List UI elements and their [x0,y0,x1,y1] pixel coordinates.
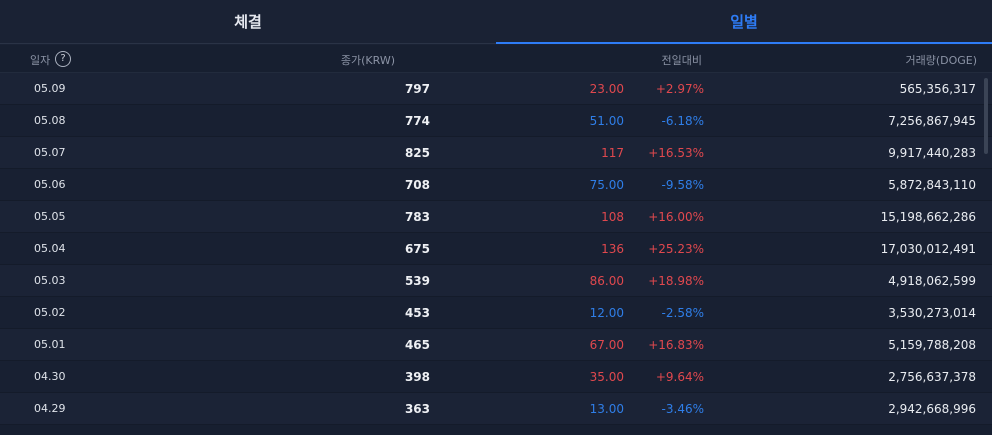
row-volume: 2,756,637,378 [888,370,976,384]
row-change-percent: +16.83% [648,338,704,352]
row-date: 05.07 [34,146,66,159]
table-row: 05.03 539 86.00 +18.98% 4,918,062,599 [0,265,992,297]
header-volume: 거래량(DOGE) [905,54,977,67]
row-date: 05.04 [34,242,66,255]
table-row: 05.08 774 51.00 -6.18% 7,256,867,945 [0,105,992,137]
row-change-percent: +9.64% [655,370,704,384]
row-volume: 9,917,440,283 [888,146,976,160]
table-row: 05.04 675 136 +25.23% 17,030,012,491 [0,233,992,265]
row-change-amount: 86.00 [589,274,624,288]
row-close-price: 398 [404,370,430,384]
row-change-percent: +2.97% [655,82,704,96]
row-volume: 7,256,867,945 [888,114,976,128]
table-row: 05.05 783 108 +16.00% 15,198,662,286 [0,201,992,233]
help-icon[interactable]: ? [55,51,71,67]
row-date: 05.03 [34,274,66,287]
row-date: 04.29 [34,402,66,415]
row-change-amount: 75.00 [589,178,624,192]
table-row: 05.06 708 75.00 -9.58% 5,872,843,110 [0,169,992,201]
row-volume: 17,030,012,491 [880,242,976,256]
row-change-percent: -9.58% [661,178,704,192]
header-date: 일자 [30,54,51,67]
row-change-amount: 117 [601,146,624,160]
scrollbar-thumb[interactable] [984,78,988,154]
row-close-price: 797 [404,82,430,96]
table-row: 04.29 363 13.00 -3.46% 2,942,668,996 [0,393,992,425]
row-close-price: 675 [404,242,430,256]
row-volume: 4,918,062,599 [888,274,976,288]
row-date: 04.30 [34,370,66,383]
row-date: 05.06 [34,178,66,191]
table-header: 일자 ? 종가(KRW) 전일대비 거래량(DOGE) [0,45,992,73]
table-row: 05.09 797 23.00 +2.97% 565,356,317 [0,73,992,105]
row-change-amount: 51.00 [589,114,624,128]
row-change-percent: +16.53% [648,146,704,160]
row-change-amount: 67.00 [589,338,624,352]
row-date: 05.08 [34,114,66,127]
row-change-percent: +16.00% [648,210,704,224]
row-volume: 3,530,273,014 [888,306,976,320]
row-date: 05.09 [34,82,66,95]
row-change-percent: -2.58% [661,306,704,320]
row-date: 05.02 [34,306,66,319]
row-date: 05.01 [34,338,66,351]
row-volume: 15,198,662,286 [880,210,976,224]
row-change-amount: 13.00 [589,402,624,416]
row-change-percent: -6.18% [661,114,704,128]
row-close-price: 465 [404,338,430,352]
row-change-amount: 136 [601,242,624,256]
row-change-amount: 23.00 [589,82,624,96]
row-close-price: 453 [404,306,430,320]
header-change: 전일대비 [661,54,702,67]
row-change-percent: +25.23% [648,242,704,256]
daily-table-body: 05.09 797 23.00 +2.97% 565,356,317 05.08 774 51… [0,73,992,425]
row-change-amount: 12.00 [589,306,624,320]
row-close-price: 539 [404,274,430,288]
table-row: 05.07 825 117 +16.53% 9,917,440,283 [0,137,992,169]
tab-daily[interactable]: 일별 [496,0,992,44]
row-close-price: 783 [404,210,430,224]
row-close-price: 774 [404,114,430,128]
row-volume: 5,159,788,208 [888,338,976,352]
row-change-percent: +18.98% [648,274,704,288]
row-close-price: 825 [404,146,430,160]
table-row: 05.02 453 12.00 -2.58% 3,530,273,014 [0,297,992,329]
row-close-price: 708 [404,178,430,192]
row-date: 05.05 [34,210,66,223]
header-close-price: 종가(KRW) [340,54,395,67]
table-row: 05.01 465 67.00 +16.83% 5,159,788,208 [0,329,992,361]
row-volume: 2,942,668,996 [888,402,976,416]
row-change-amount: 35.00 [589,370,624,384]
row-volume: 5,872,843,110 [888,178,976,192]
row-change-percent: -3.46% [661,402,704,416]
table-row: 04.30 398 35.00 +9.64% 2,756,637,378 [0,361,992,393]
row-change-amount: 108 [601,210,624,224]
tab-bar: 체결 일별 [0,0,992,45]
row-volume: 565,356,317 [899,82,976,96]
row-close-price: 363 [404,402,430,416]
tab-trades[interactable]: 체결 [0,0,496,44]
